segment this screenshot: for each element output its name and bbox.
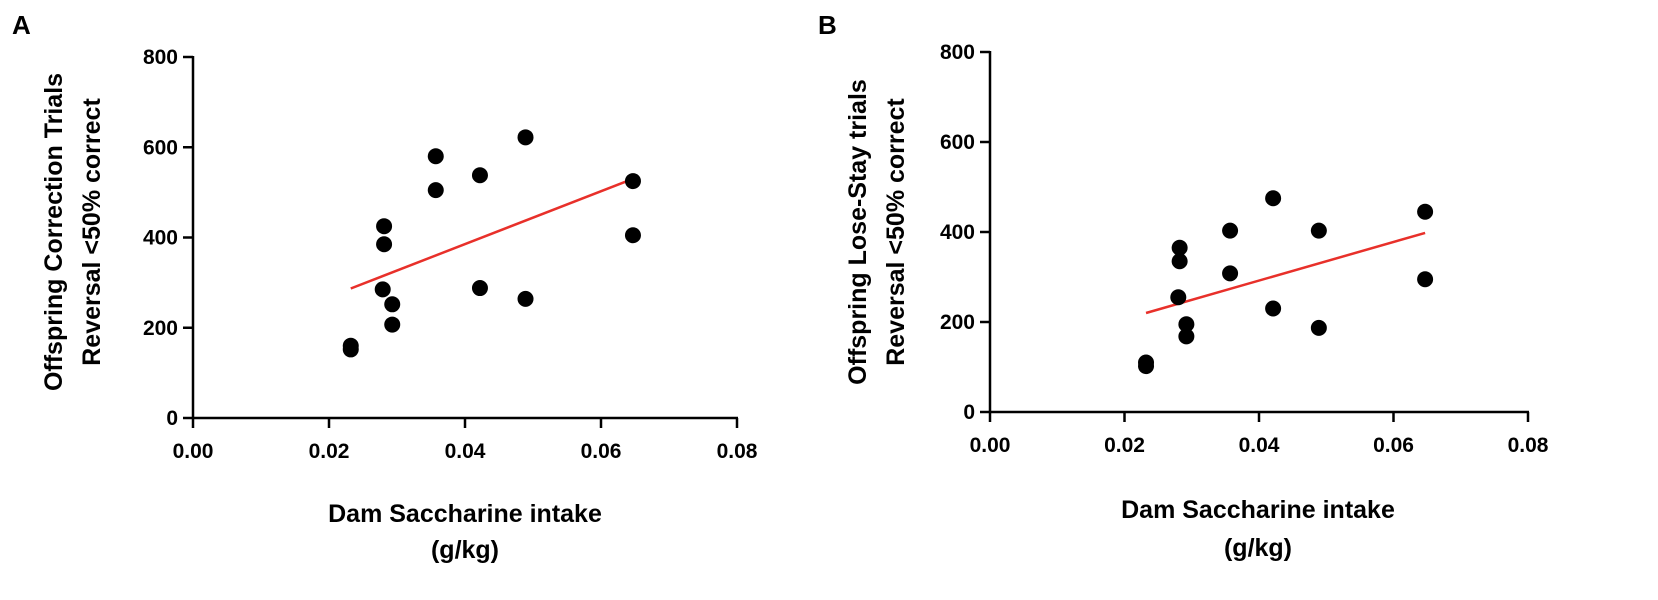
regression-line xyxy=(350,177,634,290)
x-tick-label: 0.08 xyxy=(717,440,758,463)
data-point xyxy=(1178,328,1195,345)
data-point xyxy=(1310,222,1327,239)
x-tick-label: 0.00 xyxy=(173,440,214,463)
data-point xyxy=(1310,319,1327,336)
data-point xyxy=(427,182,444,199)
y-tick-label: 600 xyxy=(940,131,975,154)
x-tick-label: 0.06 xyxy=(1373,434,1414,457)
panel-label: A xyxy=(12,10,31,40)
data-point xyxy=(624,173,641,190)
data-point xyxy=(1222,222,1239,239)
y-tick-label: 0 xyxy=(166,407,178,430)
data-point xyxy=(471,167,488,184)
data-point xyxy=(376,218,393,235)
chart-panel-b: B 0.00 0.02 0.04 0.06 0.08 0 200 400 600 800 Offspr… xyxy=(818,10,1549,562)
x-tick-label: 0.02 xyxy=(1104,434,1145,457)
y-tick-label: 800 xyxy=(143,46,178,69)
data-point xyxy=(624,227,641,244)
data-point xyxy=(342,341,359,358)
chart-panel-a: A 0.00 0.02 0.04 0.06 0.08 0 200 400 600 800 Offspr… xyxy=(12,10,758,564)
y-tick-label: 400 xyxy=(143,227,178,250)
data-point xyxy=(1417,203,1434,220)
data-point xyxy=(1138,358,1155,375)
data-point xyxy=(1171,253,1188,270)
data-point xyxy=(1178,316,1195,333)
y-axis-title: Reversal <50% correct xyxy=(78,98,106,366)
y-tick-label: 200 xyxy=(143,317,178,340)
y-tick-label: 0 xyxy=(963,401,975,424)
data-point xyxy=(1265,300,1282,317)
y-axis-title: Reversal <50% correct xyxy=(882,98,910,366)
x-tick-label: 0.00 xyxy=(970,434,1011,457)
data-point xyxy=(376,236,393,253)
y-axis-title: Offspring Correction Trials xyxy=(40,73,68,391)
y-tick-label: 800 xyxy=(940,41,975,64)
data-point xyxy=(517,129,534,146)
data-point xyxy=(1265,190,1282,207)
data-point xyxy=(384,316,401,333)
x-axis-title: (g/kg) xyxy=(431,536,499,564)
data-point xyxy=(517,290,534,307)
data-point xyxy=(1222,265,1239,282)
x-tick-label: 0.06 xyxy=(581,440,622,463)
data-point xyxy=(1417,271,1434,288)
data-point xyxy=(384,296,401,313)
x-tick-label: 0.08 xyxy=(1508,434,1549,457)
y-tick-label: 600 xyxy=(143,136,178,159)
y-axis-title: Offspring Lose-Stay trials xyxy=(844,79,872,385)
data-point xyxy=(471,280,488,297)
regression-line xyxy=(1145,231,1426,315)
y-tick-label: 400 xyxy=(940,221,975,244)
data-point xyxy=(1171,239,1188,256)
data-point xyxy=(1170,289,1187,306)
y-tick-label: 200 xyxy=(940,311,975,334)
data-point xyxy=(374,281,391,298)
panel-label: B xyxy=(818,10,837,40)
x-axis-title: Dam Saccharine intake xyxy=(328,500,602,528)
data-point xyxy=(427,148,444,165)
x-axis-title: Dam Saccharine intake xyxy=(1121,496,1395,524)
x-tick-label: 0.04 xyxy=(445,440,486,463)
x-axis-title: (g/kg) xyxy=(1224,534,1292,562)
x-tick-label: 0.02 xyxy=(309,440,350,463)
x-tick-label: 0.04 xyxy=(1239,434,1280,457)
